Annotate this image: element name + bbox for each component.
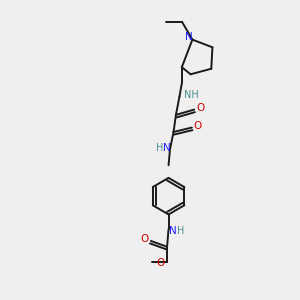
Text: N: N <box>163 142 171 153</box>
Text: NH: NH <box>184 90 199 100</box>
Text: H: H <box>177 226 184 236</box>
Text: O: O <box>196 103 204 113</box>
Text: O: O <box>141 234 149 244</box>
Text: O: O <box>194 121 202 131</box>
Text: H: H <box>156 142 164 153</box>
Text: O: O <box>157 258 165 268</box>
Text: N: N <box>185 32 193 42</box>
Text: N: N <box>169 226 177 236</box>
